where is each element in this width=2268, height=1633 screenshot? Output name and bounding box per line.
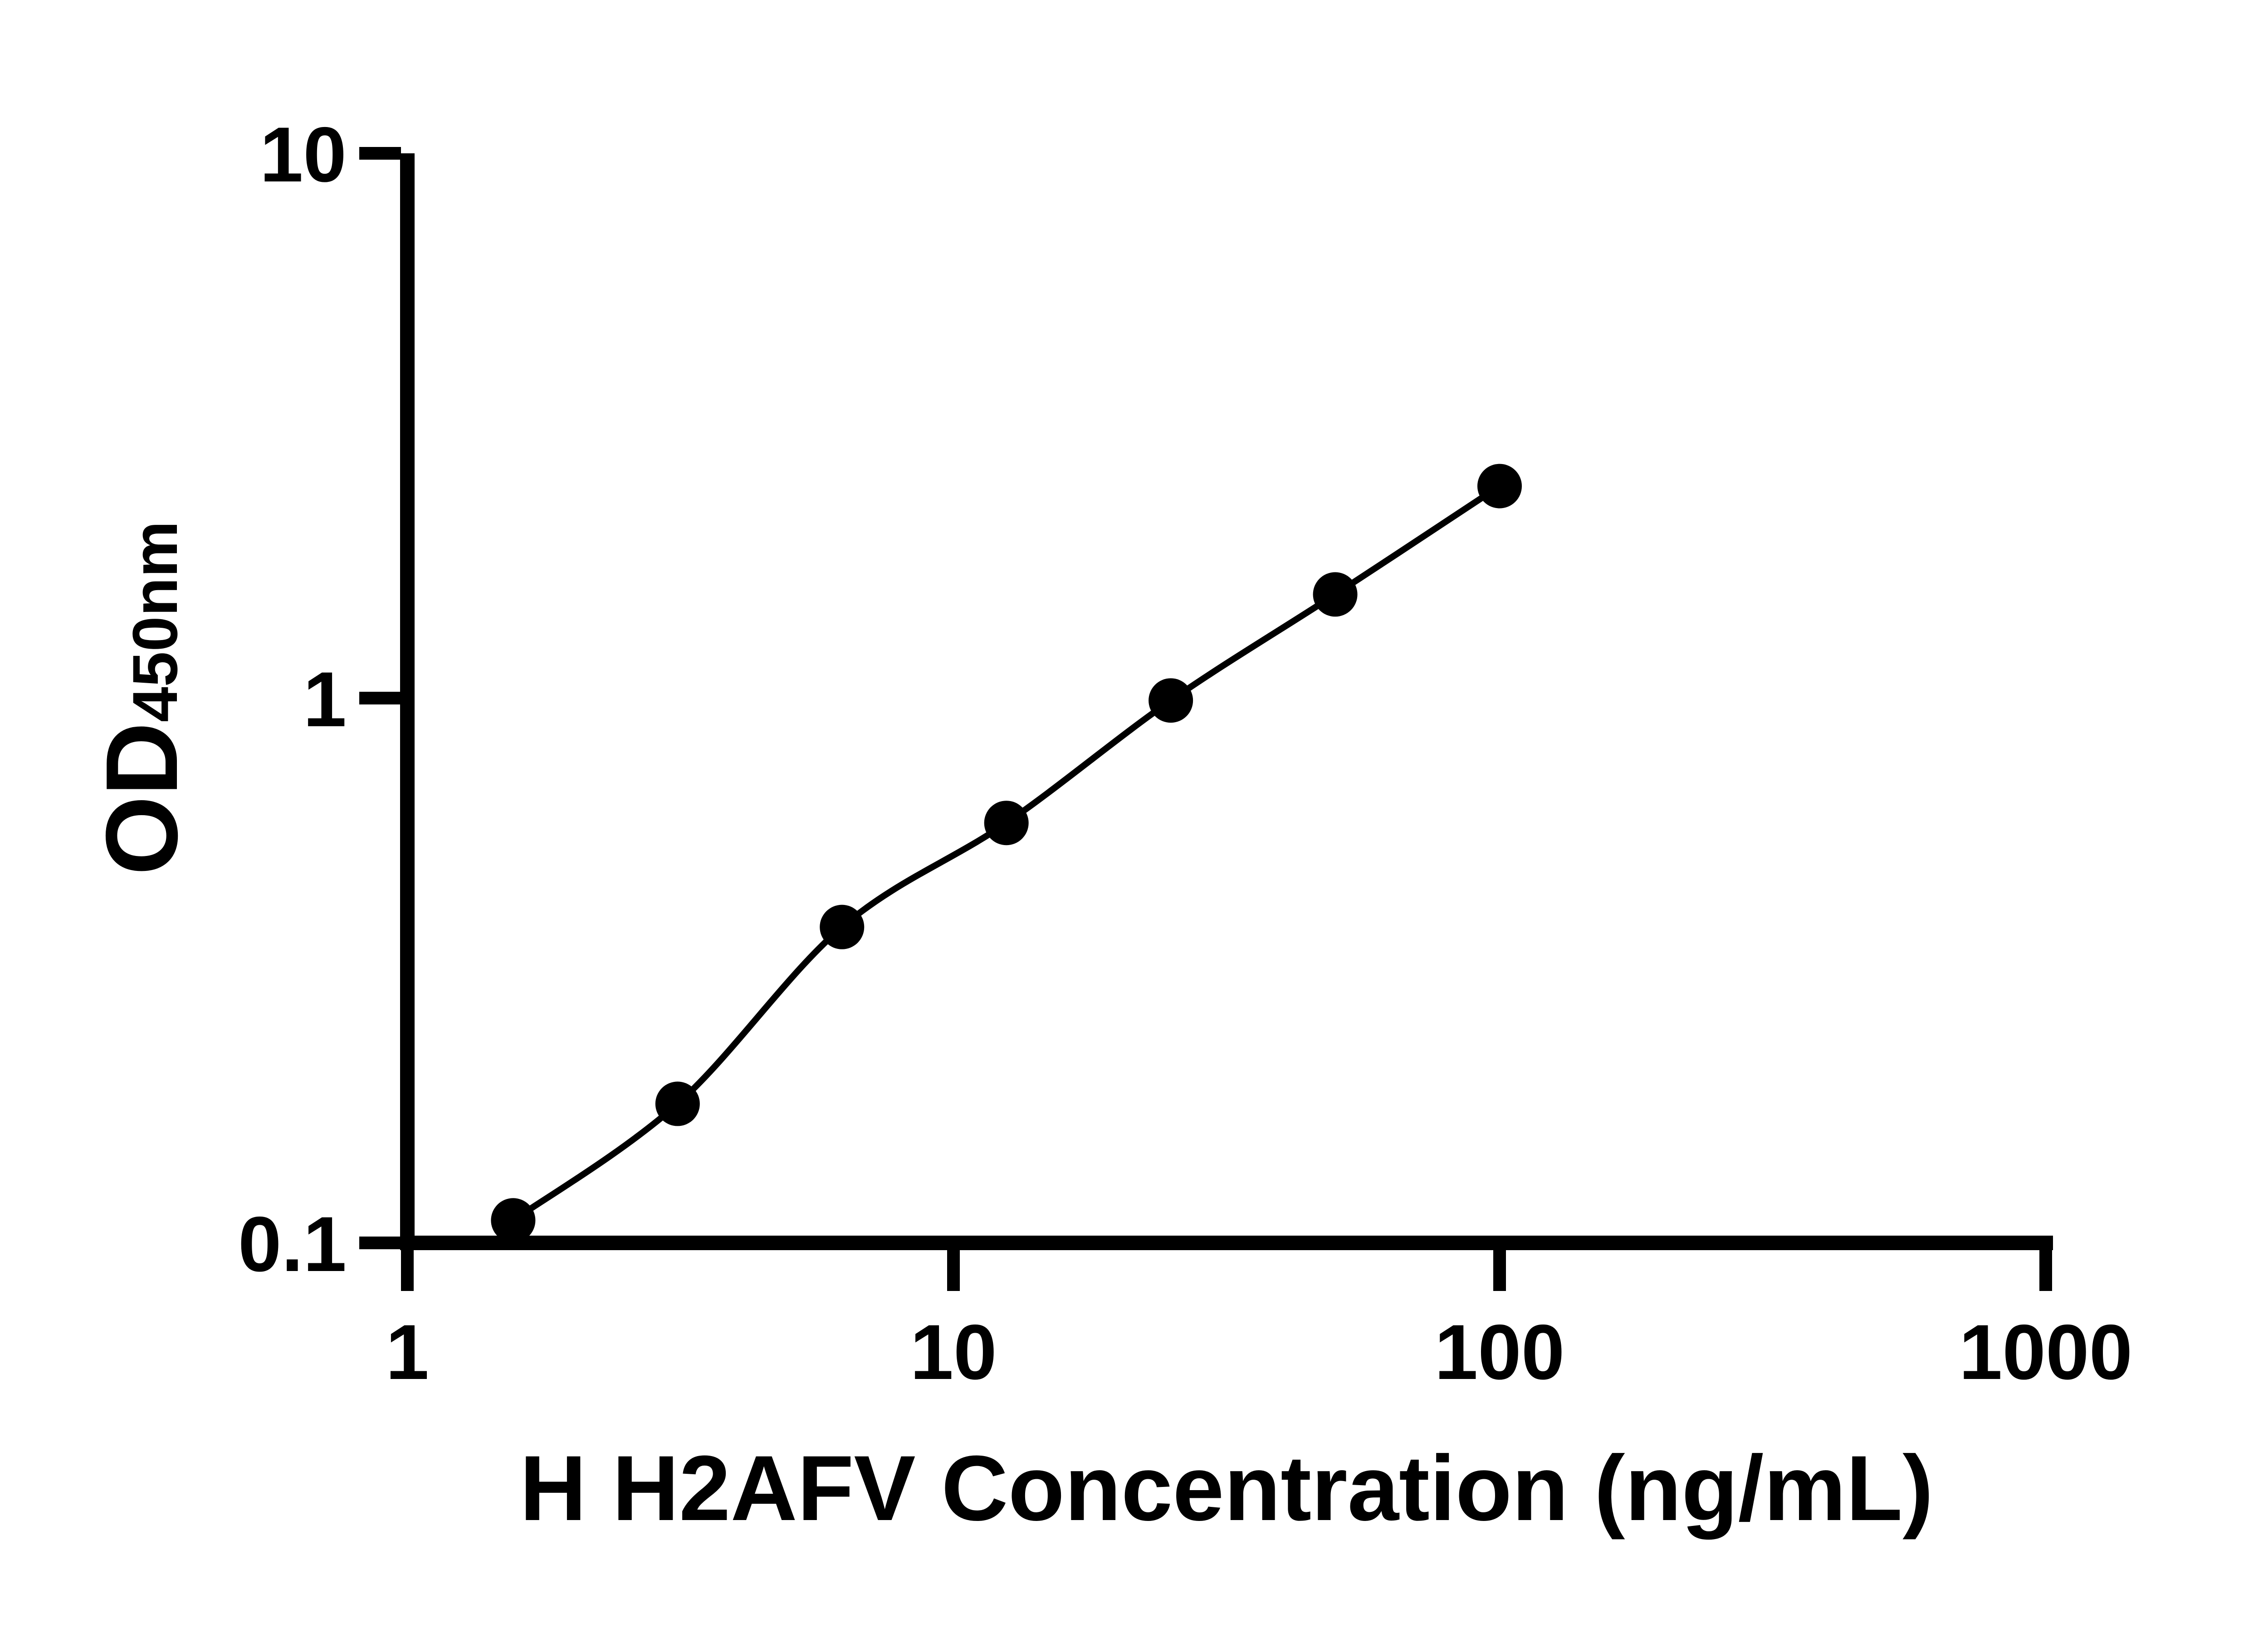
y-tick-label: 10 [260,111,347,198]
x-tick-label: 1 [386,1309,429,1396]
data-point-marker [1149,678,1193,723]
x-tick-label: 100 [1435,1309,1565,1396]
x-tick-label: 10 [910,1309,997,1396]
x-tick-label: 1000 [1959,1309,2133,1396]
y-axis-title-main: OD [84,722,199,875]
data-point-marker [655,1081,700,1126]
data-point-marker [1477,464,1522,508]
data-point-marker [1313,572,1358,617]
x-axis-title: H H2AFV Concentration (ng/mL) [520,1437,1934,1540]
y-axis-title: OD450nm [84,521,199,875]
data-point-marker [984,801,1029,846]
data-point-marker [491,1198,536,1243]
y-axis-title-subscript: 450nm [119,521,191,722]
data-point-marker [820,905,865,949]
y-tick-label: 0.1 [238,1201,347,1288]
y-tick-label: 1 [303,656,347,743]
